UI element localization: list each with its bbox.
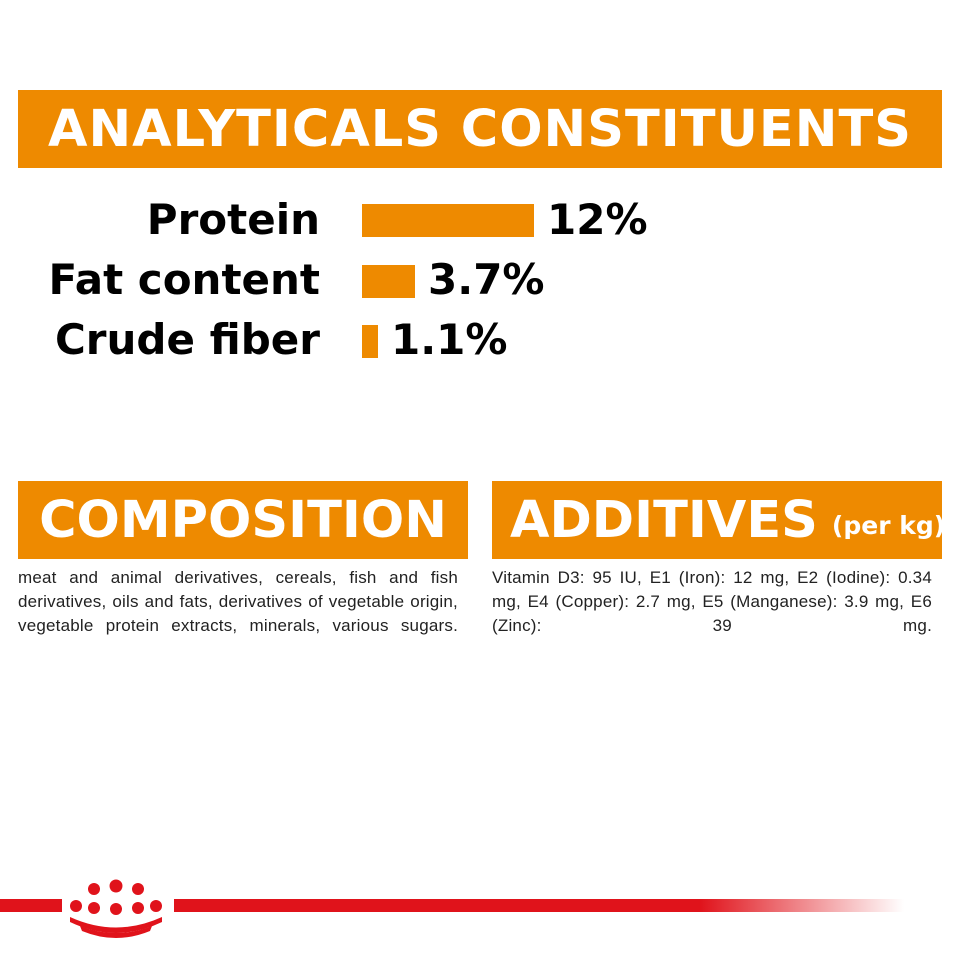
fat-content-value: 3.7% <box>428 255 545 304</box>
analytical-constituents-title: ANALYTICALS CONSTITUENTS <box>48 99 912 159</box>
additives-text: Vitamin D3: 95 IU, E1 (Iron): 12 mg, E2 … <box>492 568 932 635</box>
crude-fiber-bar <box>362 325 378 358</box>
fat-content-bar <box>362 265 416 298</box>
composition-text: meat and animal derivatives, cereals, fi… <box>18 568 458 635</box>
additives-title: ADDITIVES <box>510 490 818 550</box>
additives-heading: ADDITIVES (per kg) <box>492 481 942 559</box>
protein-value: 12% <box>547 195 648 244</box>
analytical-constituents-heading: ANALYTICALS CONSTITUENTS <box>18 90 942 168</box>
fat-content-label: Fat content <box>48 255 320 304</box>
brand-stripe-left <box>0 899 62 912</box>
crude-fiber-value: 1.1% <box>391 315 508 364</box>
composition-heading: COMPOSITION <box>18 481 468 559</box>
crown-icon <box>70 879 162 938</box>
brand-stripe-right <box>174 899 904 912</box>
protein-bar <box>362 204 534 237</box>
composition-title: COMPOSITION <box>39 490 447 550</box>
protein-label: Protein <box>146 195 320 244</box>
crude-fiber-label: Crude fiber <box>54 315 320 364</box>
additives-unit: (per kg) <box>831 510 942 540</box>
